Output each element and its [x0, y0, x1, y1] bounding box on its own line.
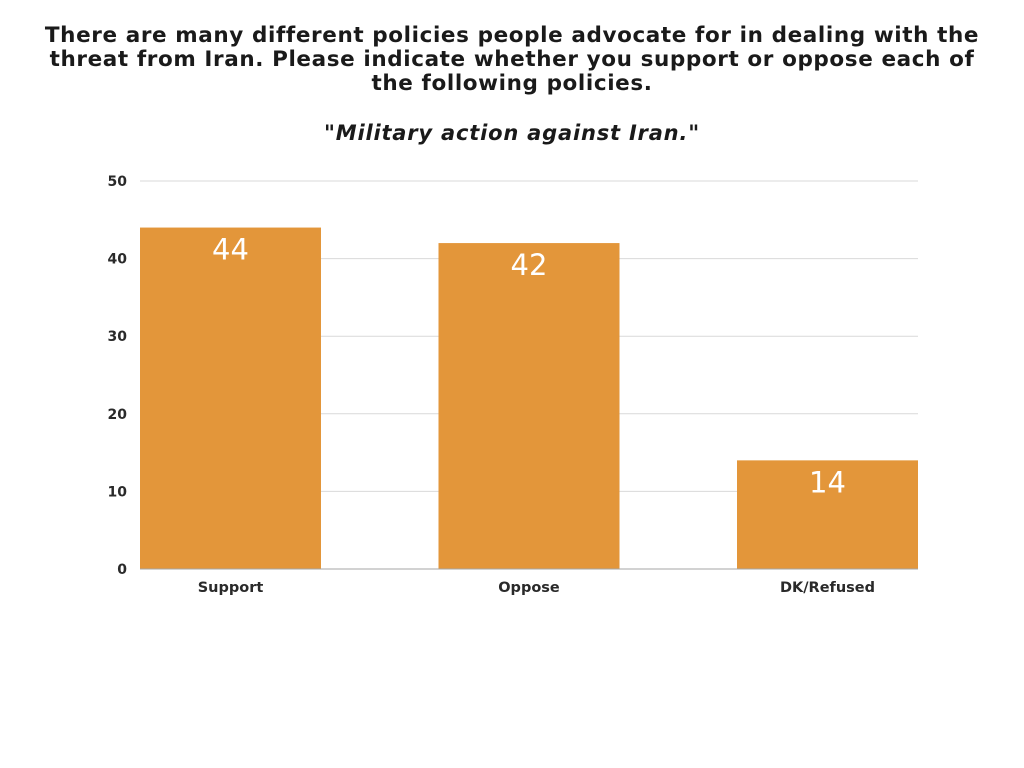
- y-tick-label: 30: [108, 329, 128, 345]
- data-label: 44: [212, 233, 249, 267]
- x-tick-label: DK/Refused: [780, 580, 875, 596]
- chart-subtitle: "Military action against Iran.": [324, 121, 700, 145]
- y-tick-label: 40: [108, 252, 128, 268]
- y-tick-label: 0: [117, 562, 127, 578]
- y-tick-label: 10: [108, 484, 128, 500]
- y-tick-label: 50: [108, 174, 128, 190]
- bar-support: [140, 227, 321, 569]
- bar-dk-refused: [737, 460, 918, 569]
- x-tick-label: Oppose: [498, 580, 560, 596]
- y-tick-label: 20: [108, 407, 128, 423]
- data-label: 42: [511, 248, 548, 282]
- bar-oppose: [438, 243, 620, 569]
- data-label: 14: [809, 465, 846, 499]
- chart-title: There are many different policies people…: [44, 23, 980, 96]
- x-tick-label: Support: [198, 580, 264, 596]
